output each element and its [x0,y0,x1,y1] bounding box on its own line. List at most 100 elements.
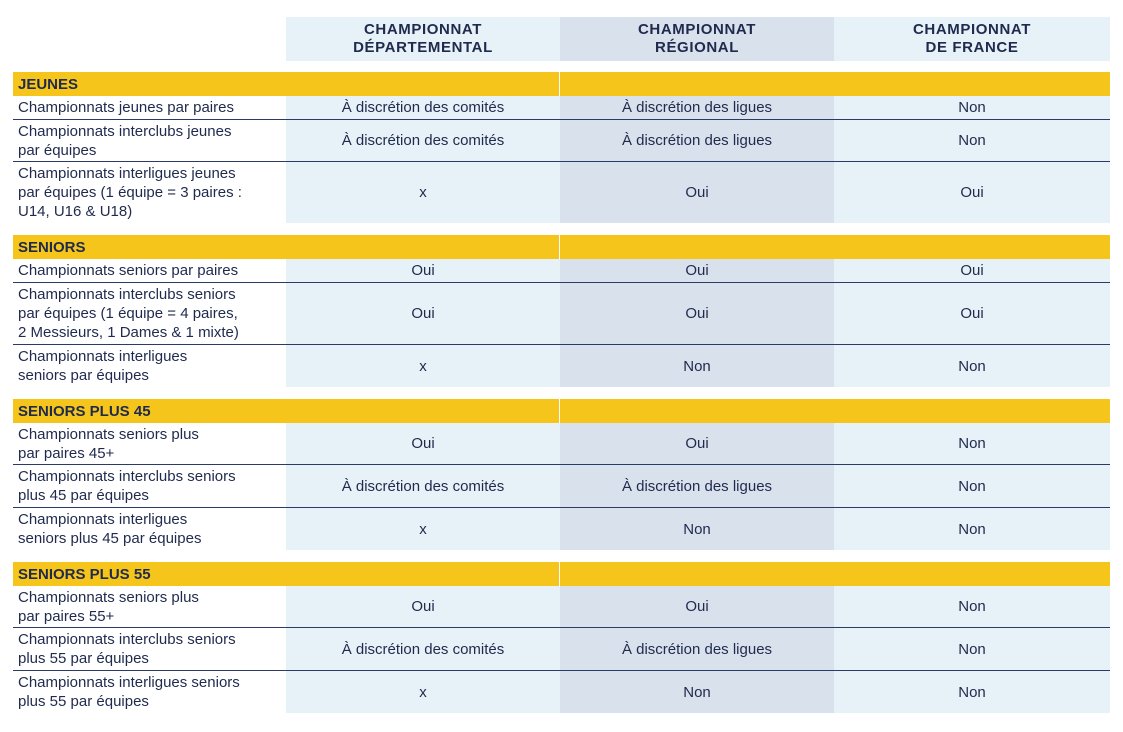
section-title: JEUNES [13,72,286,96]
cell-value: À discrétion des ligues [621,477,773,495]
cell-regional: Oui [560,586,834,628]
cell-departemental: x [286,345,560,387]
row-label-text: Championnats interclubs seniors par équi… [18,286,239,341]
row-label-text: Championnats interclubs seniors plus 55 … [18,631,236,667]
row-label: Championnats interclubs jeunes par équip… [13,120,286,162]
cell-value: Non [958,132,986,149]
cell-value: Oui [411,598,435,615]
cell-regional: À discrétion des ligues [560,465,834,508]
cell-value: Oui [685,262,709,279]
cell-value: À discrétion des ligues [621,640,773,658]
cell-value: À discrétion des ligues [621,99,773,116]
cell-value: Oui [685,184,709,201]
cell-value: Non [683,683,711,701]
cell-regional: À discrétion des ligues [560,628,834,671]
cell-france: Non [834,508,1110,550]
section-spacer [13,223,1110,235]
section-band-cell [560,399,834,423]
cell-value: Non [958,99,986,116]
cell-france: Oui [834,259,1110,283]
cell-france: Oui [834,162,1110,223]
section-band-cell [560,72,834,96]
column-header-line: CHAMPIONNAT [364,21,482,38]
section-band-cell [834,235,1110,259]
cell-value: Non [958,357,986,375]
cell-value: À discrétion des ligues [621,132,773,149]
cell-value: Oui [411,262,435,279]
cell-value: Oui [411,435,435,452]
cell-regional: Non [560,508,834,550]
cell-france: Non [834,345,1110,387]
cell-france: Non [834,586,1110,628]
cell-regional: Non [560,345,834,387]
column-header-line: DÉPARTEMENTAL [353,39,493,56]
cell-regional: À discrétion des ligues [560,96,834,120]
cell-value: Oui [411,305,435,322]
column-header-line: CHAMPIONNAT [913,21,1031,38]
row-label: Championnats seniors par paires [13,259,286,283]
row-label: Championnats interligues jeunes par équi… [13,162,286,223]
section-title: SENIORS PLUS 45 [13,399,286,423]
row-label-text: Championnats interclubs seniors plus 45 … [18,468,236,504]
cell-departemental: x [286,508,560,550]
cell-departemental: x [286,162,560,223]
cell-value: À discrétion des comités [341,132,505,149]
cell-value: Oui [685,598,709,615]
row-label-text: Championnats interligues seniors plus 55… [18,674,240,710]
cell-departemental: Oui [286,259,560,283]
cell-france: Non [834,465,1110,508]
cell-value: Oui [960,184,984,201]
cell-regional: Oui [560,423,834,465]
cell-value: Oui [685,305,709,322]
cell-value: Non [958,640,986,658]
cell-value: Non [683,357,711,375]
section-band-cell [834,562,1110,586]
championship-table: CHAMPIONNAT DÉPARTEMENTAL CHAMPIONNAT RÉ… [13,17,1110,713]
section-band-cell [286,235,560,259]
cell-value: À discrétion des comités [341,477,505,495]
cell-value: Non [958,598,986,615]
cell-france: Non [834,671,1110,713]
row-label-text: Championnats interligues seniors par équ… [18,348,188,384]
row-label: Championnats interclubs seniors plus 55 … [13,628,286,671]
cell-departemental: À discrétion des comités [286,628,560,671]
section-title: SENIORS PLUS 55 [13,562,286,586]
column-header-regional: CHAMPIONNAT RÉGIONAL [560,17,834,61]
row-label-text: Championnats seniors plus par paires 45+ [18,425,199,462]
row-label: Championnats jeunes par paires [13,96,286,120]
cell-value: x [419,520,427,538]
cell-departemental: À discrétion des comités [286,465,560,508]
cell-departemental: Oui [286,283,560,345]
section-band-cell [560,562,834,586]
cell-value: À discrétion des comités [341,640,505,658]
cell-france: Non [834,628,1110,671]
section-band-cell [560,235,834,259]
cell-departemental: x [286,671,560,713]
cell-france: Non [834,120,1110,162]
cell-value: Non [958,683,986,701]
row-label: Championnats interligues seniors plus 45… [13,508,286,550]
cell-france: Oui [834,283,1110,345]
section-band-cell [286,399,560,423]
row-label-text: Championnats seniors par paires [18,262,239,279]
row-label-text: Championnats interligues seniors plus 45… [18,511,202,547]
column-header-line: RÉGIONAL [655,39,739,56]
section-band-cell [834,72,1110,96]
cell-value: Oui [960,305,984,322]
row-label-text: Championnats seniors plus par paires 55+ [18,588,199,625]
section-band-cell [286,562,560,586]
row-label-text: Championnats interclubs jeunes par équip… [18,122,232,159]
row-label: Championnats interligues seniors par équ… [13,345,286,387]
cell-value: Non [958,520,986,538]
cell-regional: Non [560,671,834,713]
header-blank-cell [13,17,286,61]
cell-value: Non [683,520,711,538]
row-label: Championnats interclubs seniors plus 45 … [13,465,286,508]
cell-value: Oui [960,262,984,279]
row-label: Championnats seniors plus par paires 55+ [13,586,286,628]
section-spacer [13,550,1110,562]
cell-value: Non [958,435,986,452]
cell-value: Non [958,477,986,495]
cell-value: x [419,184,427,201]
row-label-text: Championnats interligues jeunes par équi… [18,165,242,220]
